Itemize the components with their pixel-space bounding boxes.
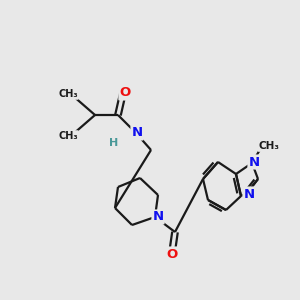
Text: N: N xyxy=(131,127,142,140)
Text: O: O xyxy=(167,248,178,260)
Text: N: N xyxy=(243,188,255,200)
Text: N: N xyxy=(152,211,164,224)
Text: CH₃: CH₃ xyxy=(58,89,78,99)
Text: CH₃: CH₃ xyxy=(58,131,78,141)
Text: CH₃: CH₃ xyxy=(259,141,280,151)
Text: H: H xyxy=(110,138,118,148)
Text: O: O xyxy=(119,86,130,100)
Text: N: N xyxy=(248,155,260,169)
